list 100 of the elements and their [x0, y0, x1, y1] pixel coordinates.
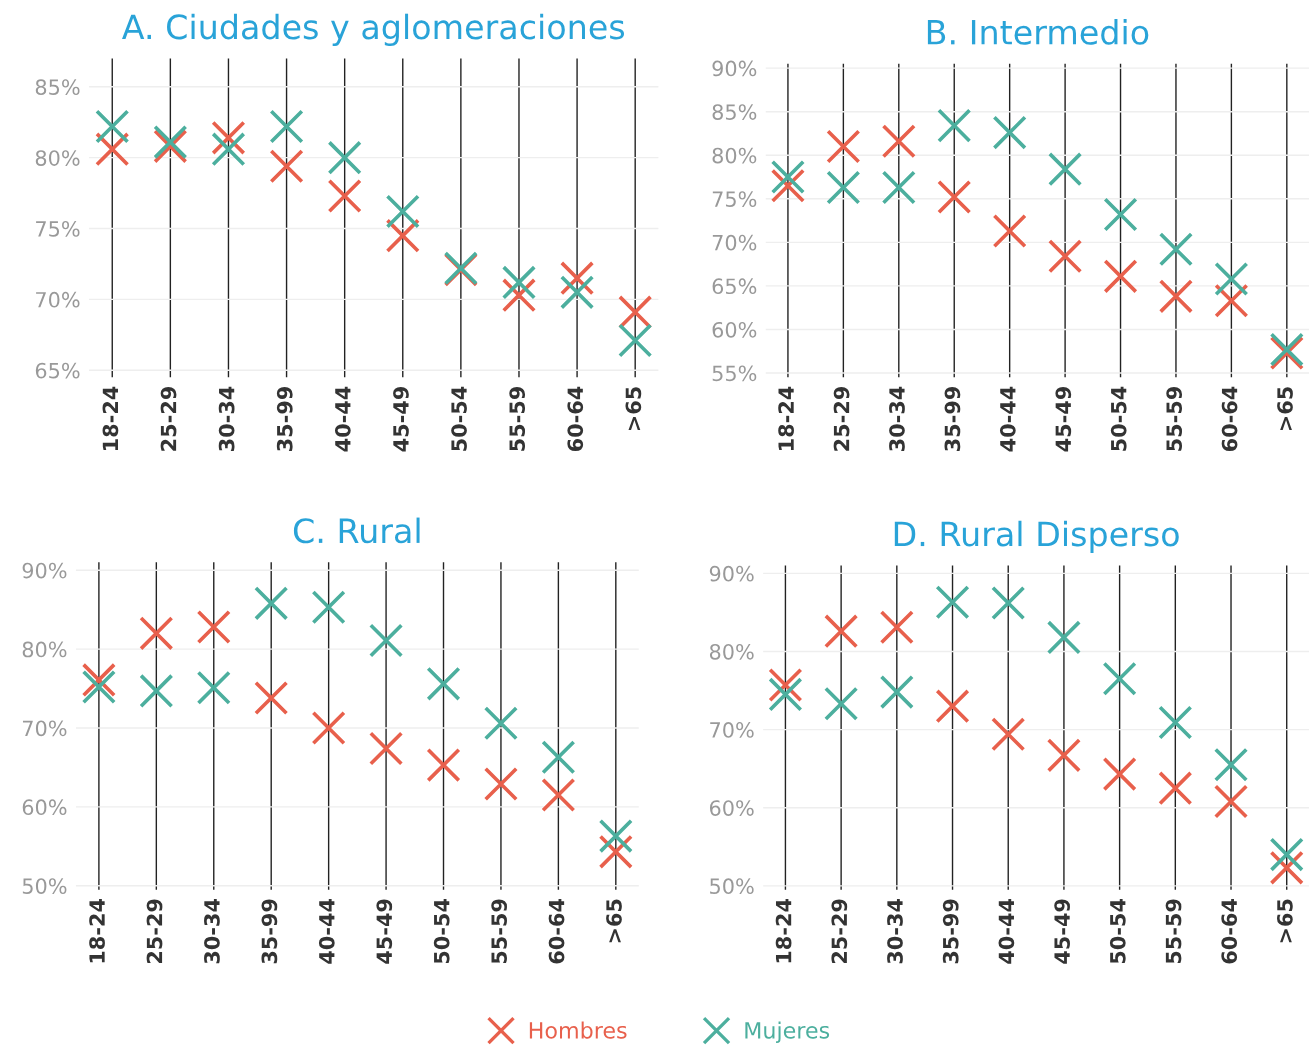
x-tick-label: 25-29 [831, 899, 848, 964]
point [385, 218, 420, 253]
point [879, 674, 914, 710]
y-tick-label: 60% [22, 799, 67, 816]
point [1213, 747, 1249, 782]
x-tick-label: 18-24 [778, 386, 794, 450]
point [1158, 279, 1194, 314]
x-tick-label: 35-99 [942, 899, 959, 964]
point [311, 590, 346, 625]
x-tick-label: 40-44 [334, 386, 351, 452]
x-tick-label: 55-59 [1166, 387, 1183, 451]
y-tick-label: 90% [712, 60, 757, 77]
point [770, 168, 806, 203]
x-tick-label: 60-64 [567, 386, 584, 452]
x-tick-label: 25-29 [833, 387, 850, 451]
x-tick-label: 45-49 [393, 387, 409, 452]
point [935, 585, 970, 620]
x-tick-label: 30-34 [887, 899, 903, 964]
chart-title: C. Rural [293, 517, 420, 544]
y-tick-label: 80% [712, 147, 757, 164]
y-tick-label: 75% [712, 191, 757, 208]
point [211, 120, 246, 155]
x-tick-label: 60-64 [1221, 386, 1238, 452]
y-tick-label: 55% [712, 365, 757, 382]
point [1158, 232, 1194, 267]
y-tick-label: 90% [709, 565, 754, 582]
point [768, 667, 803, 703]
y-tick-label: 65% [712, 278, 757, 295]
x-tick-label: >65 [606, 899, 622, 943]
point [95, 109, 130, 144]
x-tick-label: 60-64 [548, 899, 565, 964]
chart-title: D. Rural Disperso [894, 520, 1179, 553]
x-tick-label: 50-54 [1110, 386, 1127, 451]
y-tick-label: 85% [35, 79, 80, 96]
point [139, 616, 174, 651]
x-tick-label: 25-29 [146, 899, 163, 964]
point [598, 834, 633, 869]
point [1046, 738, 1082, 773]
point [483, 766, 519, 802]
x-tick-label: 30-34 [218, 386, 235, 451]
y-tick-label: 80% [22, 641, 67, 658]
point [1048, 239, 1083, 274]
point [95, 132, 130, 167]
point [598, 819, 633, 854]
y-tick-label: 75% [36, 221, 80, 237]
x-tick-label: 55-59 [491, 899, 507, 964]
point [269, 149, 304, 184]
point [1103, 197, 1138, 232]
y-tick-label: 80% [709, 643, 754, 660]
point [559, 275, 595, 310]
x-tick-label: 18-24 [102, 386, 119, 450]
point [937, 179, 972, 215]
point [824, 686, 859, 721]
x-tick-label: 50-54 [1109, 899, 1126, 964]
chart-title: A. Ciudades y aglomeraciones [122, 13, 625, 46]
point [327, 178, 362, 214]
point [81, 669, 116, 705]
point [824, 614, 859, 649]
point [426, 666, 461, 701]
point [1213, 784, 1249, 819]
y-tick-label: 70% [36, 291, 80, 308]
point [196, 670, 231, 705]
point [1102, 757, 1137, 792]
x-tick-label: 45-49 [376, 899, 393, 964]
point [426, 747, 461, 783]
x-tick-label: 45-49 [1055, 387, 1072, 452]
legend-label: Mujeres [745, 1021, 830, 1043]
x-tick-label: 40-44 [318, 899, 335, 964]
x-tick-label: 30-34 [204, 899, 220, 964]
x-tick-label: 35-99 [261, 899, 278, 964]
y-tick-label: 85% [712, 104, 757, 120]
point [881, 170, 916, 205]
point [327, 140, 362, 175]
point [1046, 620, 1082, 655]
point [826, 170, 861, 205]
x-tick-label: 45-49 [1054, 899, 1070, 964]
y-tick-label: 50% [22, 878, 67, 894]
y-tick-label: 70% [22, 720, 67, 737]
x-tick-label: 40-44 [999, 386, 1016, 452]
point [1103, 259, 1138, 294]
x-tick-label: 40-44 [998, 899, 1015, 964]
y-tick-label: 70% [710, 722, 754, 738]
point [541, 740, 576, 775]
x-tick-label: 35-99 [276, 387, 293, 451]
point [991, 585, 1026, 621]
point [311, 710, 346, 746]
point [1158, 705, 1193, 740]
point [559, 261, 595, 296]
y-tick-label: 60% [712, 321, 757, 338]
point [211, 132, 246, 167]
y-tick-label: 80% [35, 150, 80, 166]
point [139, 673, 174, 709]
point [992, 115, 1027, 150]
x-tick-label: 50-54 [433, 899, 450, 964]
x-tick-label: 30-34 [889, 386, 905, 451]
x-tick-label: 60-64 [1221, 899, 1238, 964]
x-tick-label: 18-24 [89, 899, 105, 963]
point [879, 610, 914, 645]
point [269, 109, 304, 144]
point [81, 662, 116, 697]
